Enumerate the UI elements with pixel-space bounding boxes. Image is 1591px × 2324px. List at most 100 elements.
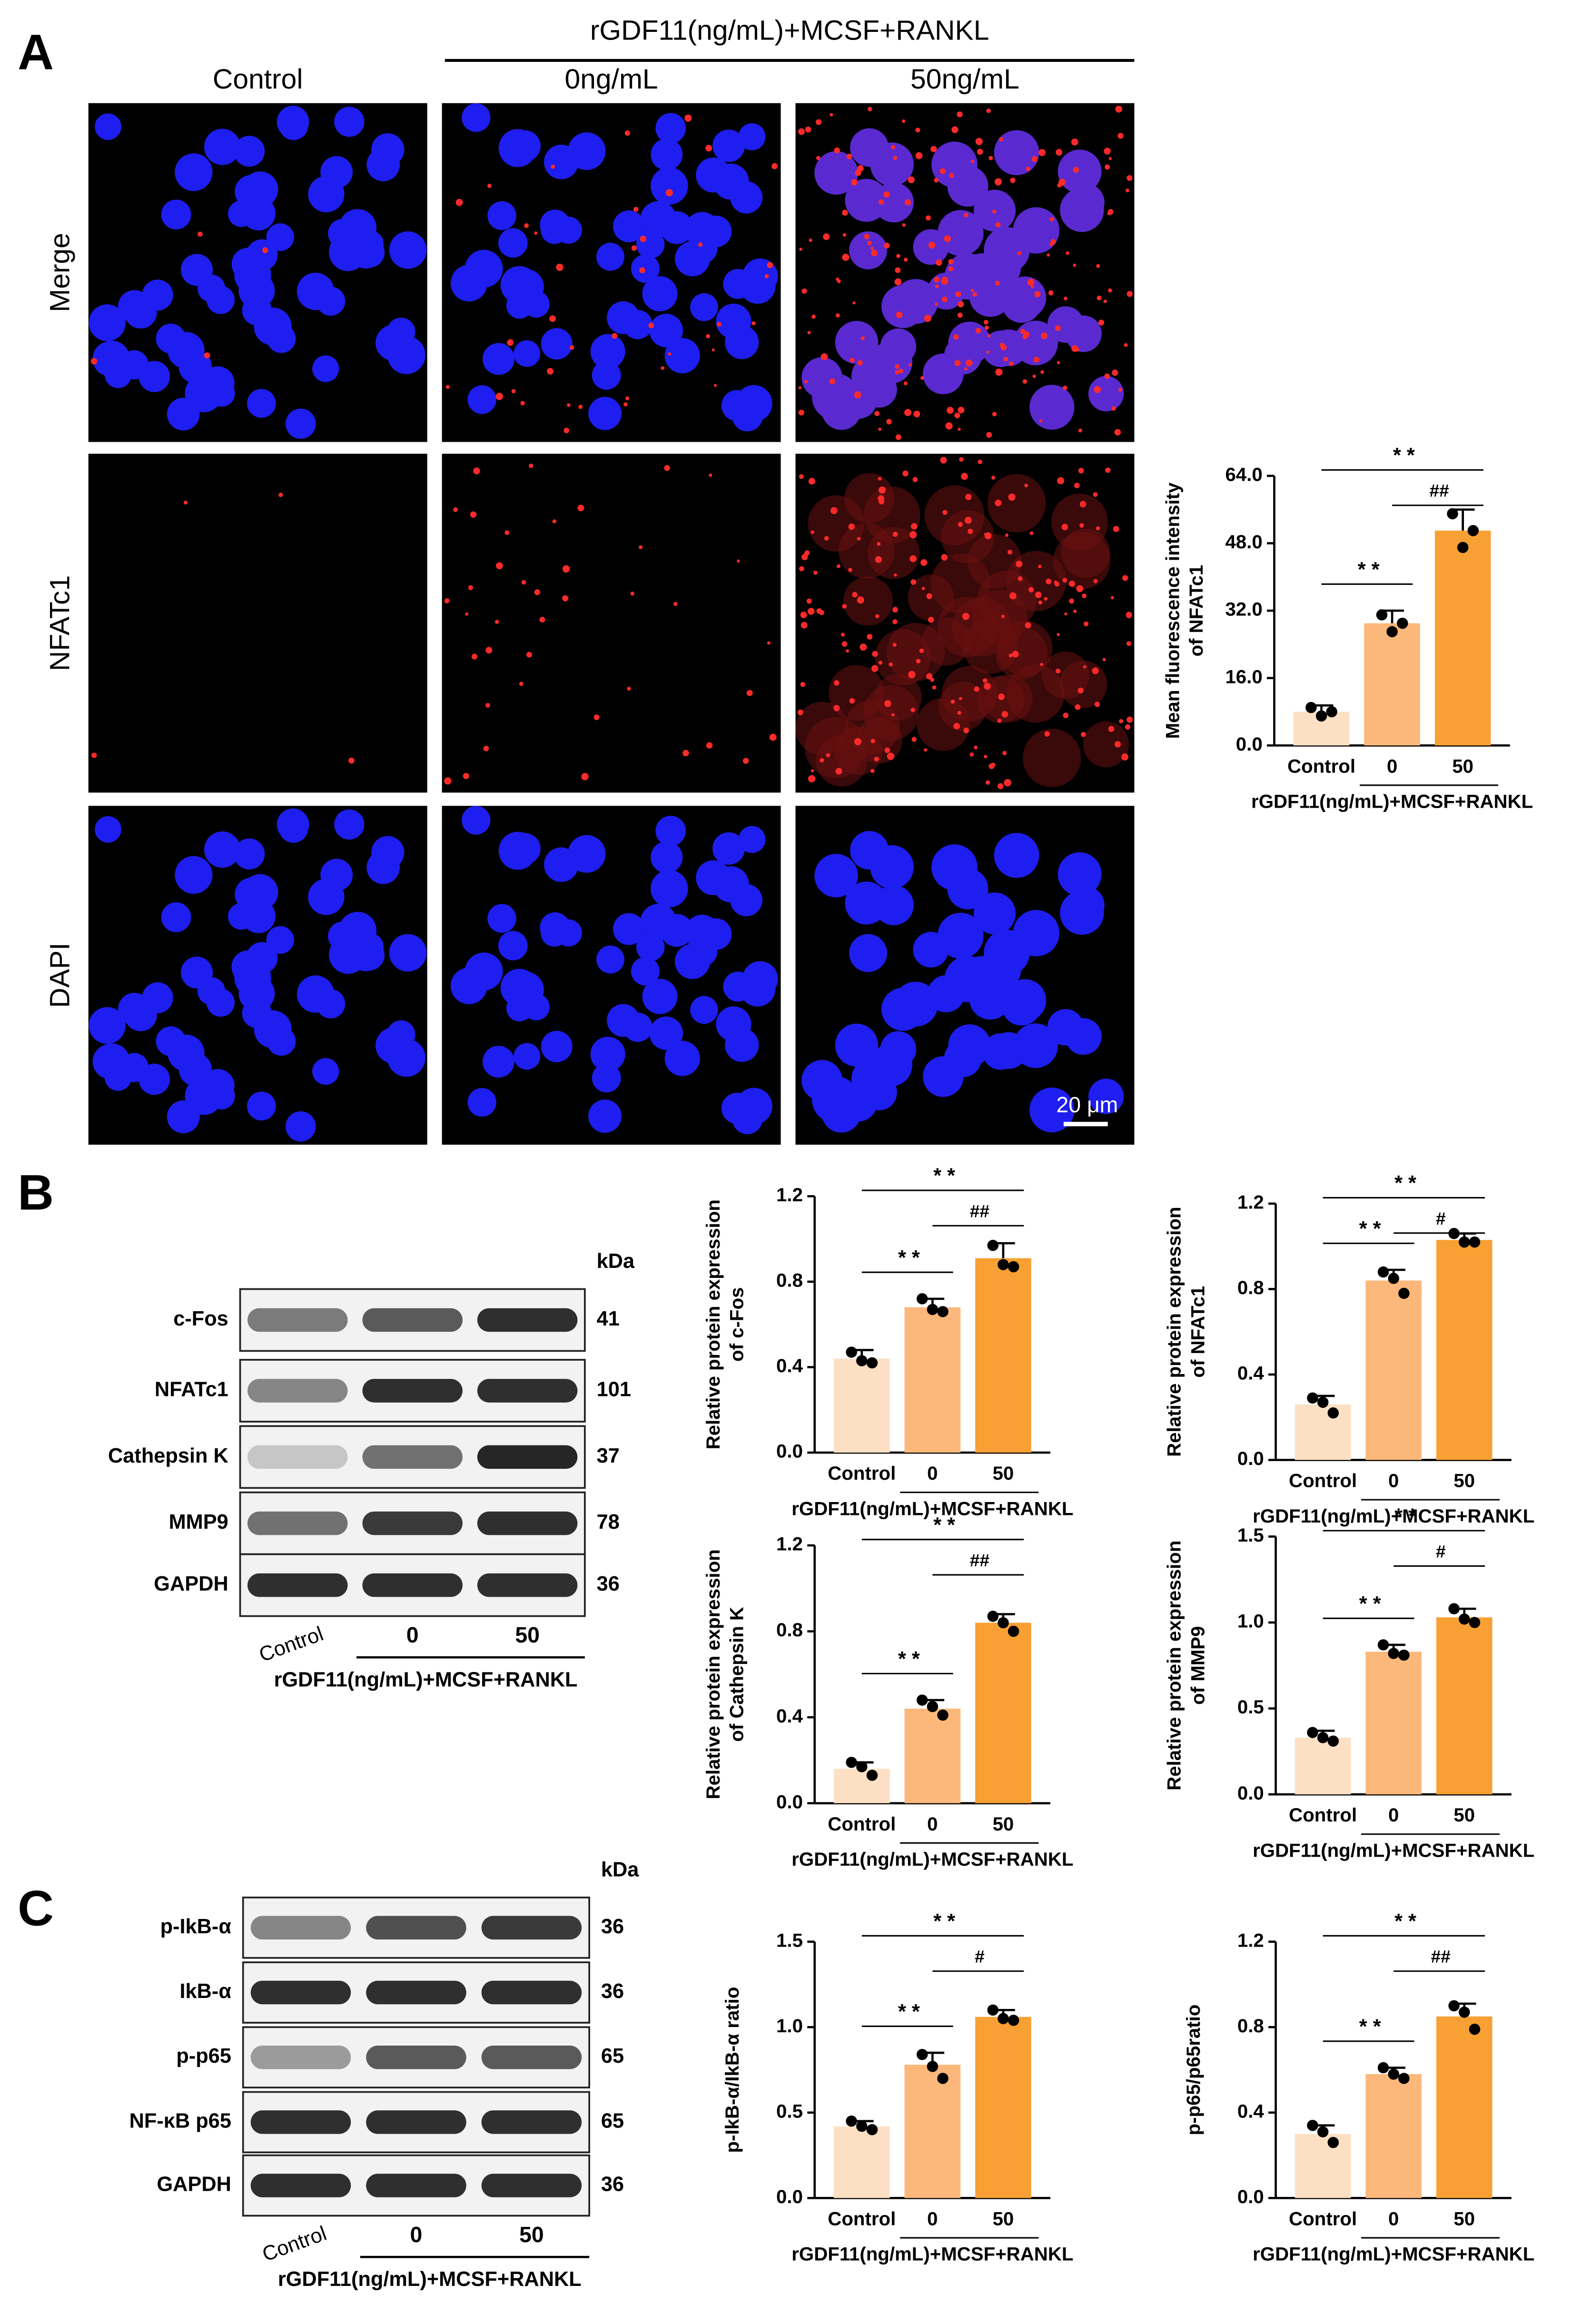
nucleus <box>1013 207 1059 254</box>
red-dot <box>648 322 654 328</box>
red-dot <box>801 288 807 294</box>
data-point <box>1377 1639 1389 1651</box>
blot-kda: 65 <box>601 2045 624 2067</box>
data-point <box>998 1617 1009 1629</box>
y-tick-label: 1.2 <box>776 1533 803 1555</box>
data-point <box>1457 542 1469 554</box>
red-dot <box>1097 296 1102 301</box>
red-dot <box>1054 580 1057 584</box>
nucleus <box>881 988 925 1031</box>
data-point <box>927 1304 939 1315</box>
nucleus <box>308 176 345 213</box>
y-tick-label: 0.8 <box>776 1619 803 1641</box>
red-dot <box>682 750 689 757</box>
red-dot <box>1105 164 1110 170</box>
red-dot <box>986 108 991 113</box>
nucleus <box>588 396 622 430</box>
red-dot <box>1127 175 1133 181</box>
blot-band <box>366 2045 466 2069</box>
red-dot <box>1049 217 1054 222</box>
blot-band <box>247 1308 348 1332</box>
blot-row-label: GAPDH <box>157 2173 231 2195</box>
red-dot <box>1010 178 1016 183</box>
data-point <box>1398 1287 1410 1299</box>
kda-label: kDa <box>597 1250 635 1273</box>
y-tick-label: 0.4 <box>776 1705 803 1727</box>
red-dot <box>1050 239 1056 245</box>
nucleus <box>498 931 528 960</box>
red-dot <box>444 598 450 603</box>
red-dot <box>942 510 948 515</box>
bar <box>1365 2074 1422 2198</box>
nucleus <box>814 151 858 195</box>
red-dot <box>988 156 993 160</box>
nucleus <box>947 166 988 207</box>
data-point <box>1327 1407 1339 1419</box>
red-dot <box>521 580 526 585</box>
red-dot <box>1114 429 1121 435</box>
nucleus <box>1057 852 1102 896</box>
red-dot <box>1008 361 1014 366</box>
red-dot <box>1114 741 1121 748</box>
red-dot <box>470 511 477 518</box>
x-tick-label: 50 <box>993 2208 1014 2229</box>
red-dot <box>958 522 963 527</box>
red-dot <box>511 389 516 394</box>
red-dot <box>834 680 840 686</box>
red-dot <box>842 233 847 237</box>
blot-kda: 101 <box>597 1378 631 1401</box>
red-dot <box>1127 291 1133 297</box>
red-dot <box>961 473 968 480</box>
red-dot <box>767 641 771 645</box>
nucleus <box>389 231 427 269</box>
nucleus <box>124 999 157 1031</box>
group-label: rGDF11(ng/mL)+MCSF+RANKL <box>590 15 989 46</box>
y-tick-label: 0.5 <box>1237 1696 1264 1718</box>
stain-haze <box>1083 721 1129 768</box>
bar <box>1434 530 1491 746</box>
significance-label: # <box>1436 1208 1446 1228</box>
red-dot <box>878 476 882 481</box>
nucleus <box>642 276 678 312</box>
red-dot <box>1040 370 1044 374</box>
blot-kda: 78 <box>597 1511 620 1533</box>
data-point <box>987 1239 999 1251</box>
blot-band <box>250 2174 351 2197</box>
nucleus <box>1013 910 1059 957</box>
data-point <box>1377 2062 1389 2074</box>
red-dot <box>529 464 534 468</box>
stain-haze <box>938 597 998 657</box>
blot-band <box>250 1916 351 1940</box>
data-point <box>1307 1392 1318 1404</box>
red-dot <box>204 352 210 359</box>
blot-band <box>362 1511 463 1535</box>
red-dot <box>1098 319 1105 326</box>
bar <box>1436 1617 1492 1795</box>
red-dot <box>860 336 865 340</box>
stain-haze <box>845 699 900 754</box>
red-dot <box>746 690 753 696</box>
data-point <box>866 1357 878 1369</box>
red-dot <box>808 775 816 782</box>
blot-band <box>362 1573 463 1597</box>
red-dot <box>534 589 541 595</box>
y-axis-label: Relative protein expression <box>1164 1541 1185 1790</box>
red-dot <box>1035 592 1042 598</box>
red-dot <box>625 396 630 401</box>
red-dot <box>896 311 903 318</box>
red-dot <box>668 352 672 356</box>
red-dot <box>798 386 802 389</box>
y-tick-label: 64.0 <box>1225 464 1262 485</box>
data-point <box>1008 1625 1019 1637</box>
y-tick-label: 0.8 <box>1237 2015 1264 2037</box>
red-dot <box>991 762 996 767</box>
blot-band <box>250 2110 351 2134</box>
red-dot <box>771 163 778 169</box>
red-dot <box>494 620 499 624</box>
red-dot <box>1127 716 1133 723</box>
red-dot <box>1115 106 1123 113</box>
red-dot <box>1018 576 1023 581</box>
red-dot <box>864 234 870 239</box>
data-point <box>916 2048 928 2060</box>
red-dot <box>992 209 997 214</box>
